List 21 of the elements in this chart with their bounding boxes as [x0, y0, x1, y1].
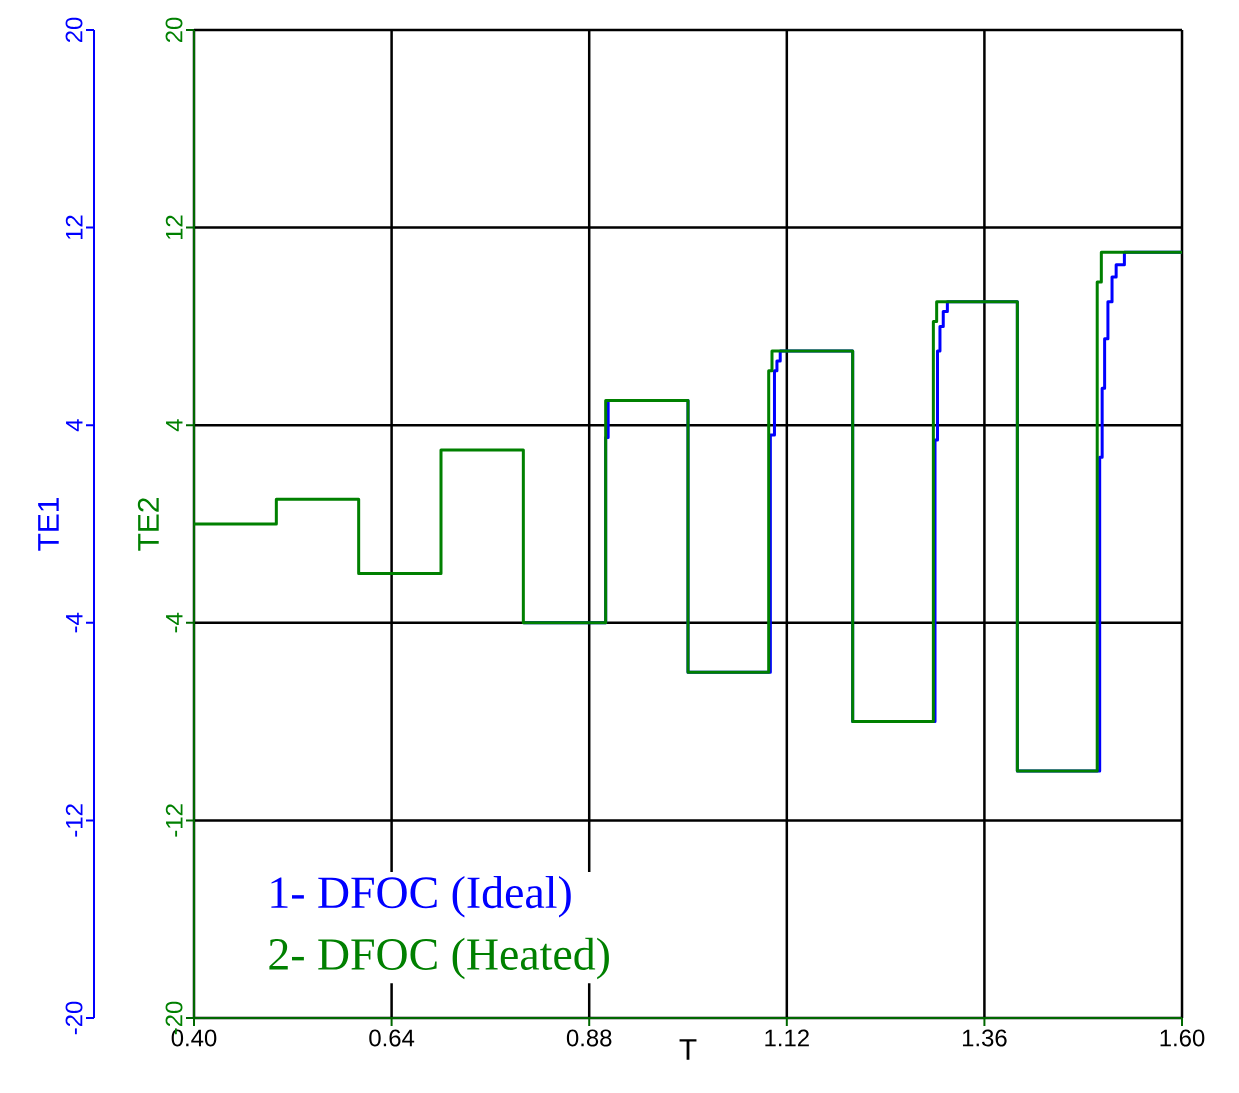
- y-tick-label: 4: [66, 419, 83, 432]
- x-tick-label: 1.12: [765, 1029, 809, 1047]
- y-tick-label: -4: [66, 612, 83, 633]
- y2-tick-label: 20: [165, 17, 183, 43]
- x-tick-label: 0.88: [566, 1029, 612, 1047]
- x-tick-label: 0.64: [369, 1029, 415, 1047]
- y2-tick-label: 4: [166, 419, 183, 432]
- y2-axis-title: TE2: [137, 498, 159, 551]
- x-tick-label: 1.36: [962, 1029, 1007, 1047]
- y2-tick-label: 12: [165, 215, 183, 240]
- y2-tick-label: -12: [165, 804, 183, 837]
- y-axis-title: TE1: [38, 498, 59, 551]
- text: 1- DFOC (Ideal): [271, 875, 571, 918]
- text: 2- DFOC (Heated): [269, 937, 609, 980]
- y-tick-label: 12: [65, 215, 83, 240]
- x-tick-label: 1.60: [1160, 1029, 1205, 1047]
- y-tick-label: -12: [65, 804, 83, 837]
- y-tick-label: -20: [65, 1001, 83, 1035]
- y-tick-label: 20: [65, 17, 83, 43]
- y2-tick-label: -4: [166, 612, 183, 633]
- x-axis-title: T: [679, 1039, 697, 1060]
